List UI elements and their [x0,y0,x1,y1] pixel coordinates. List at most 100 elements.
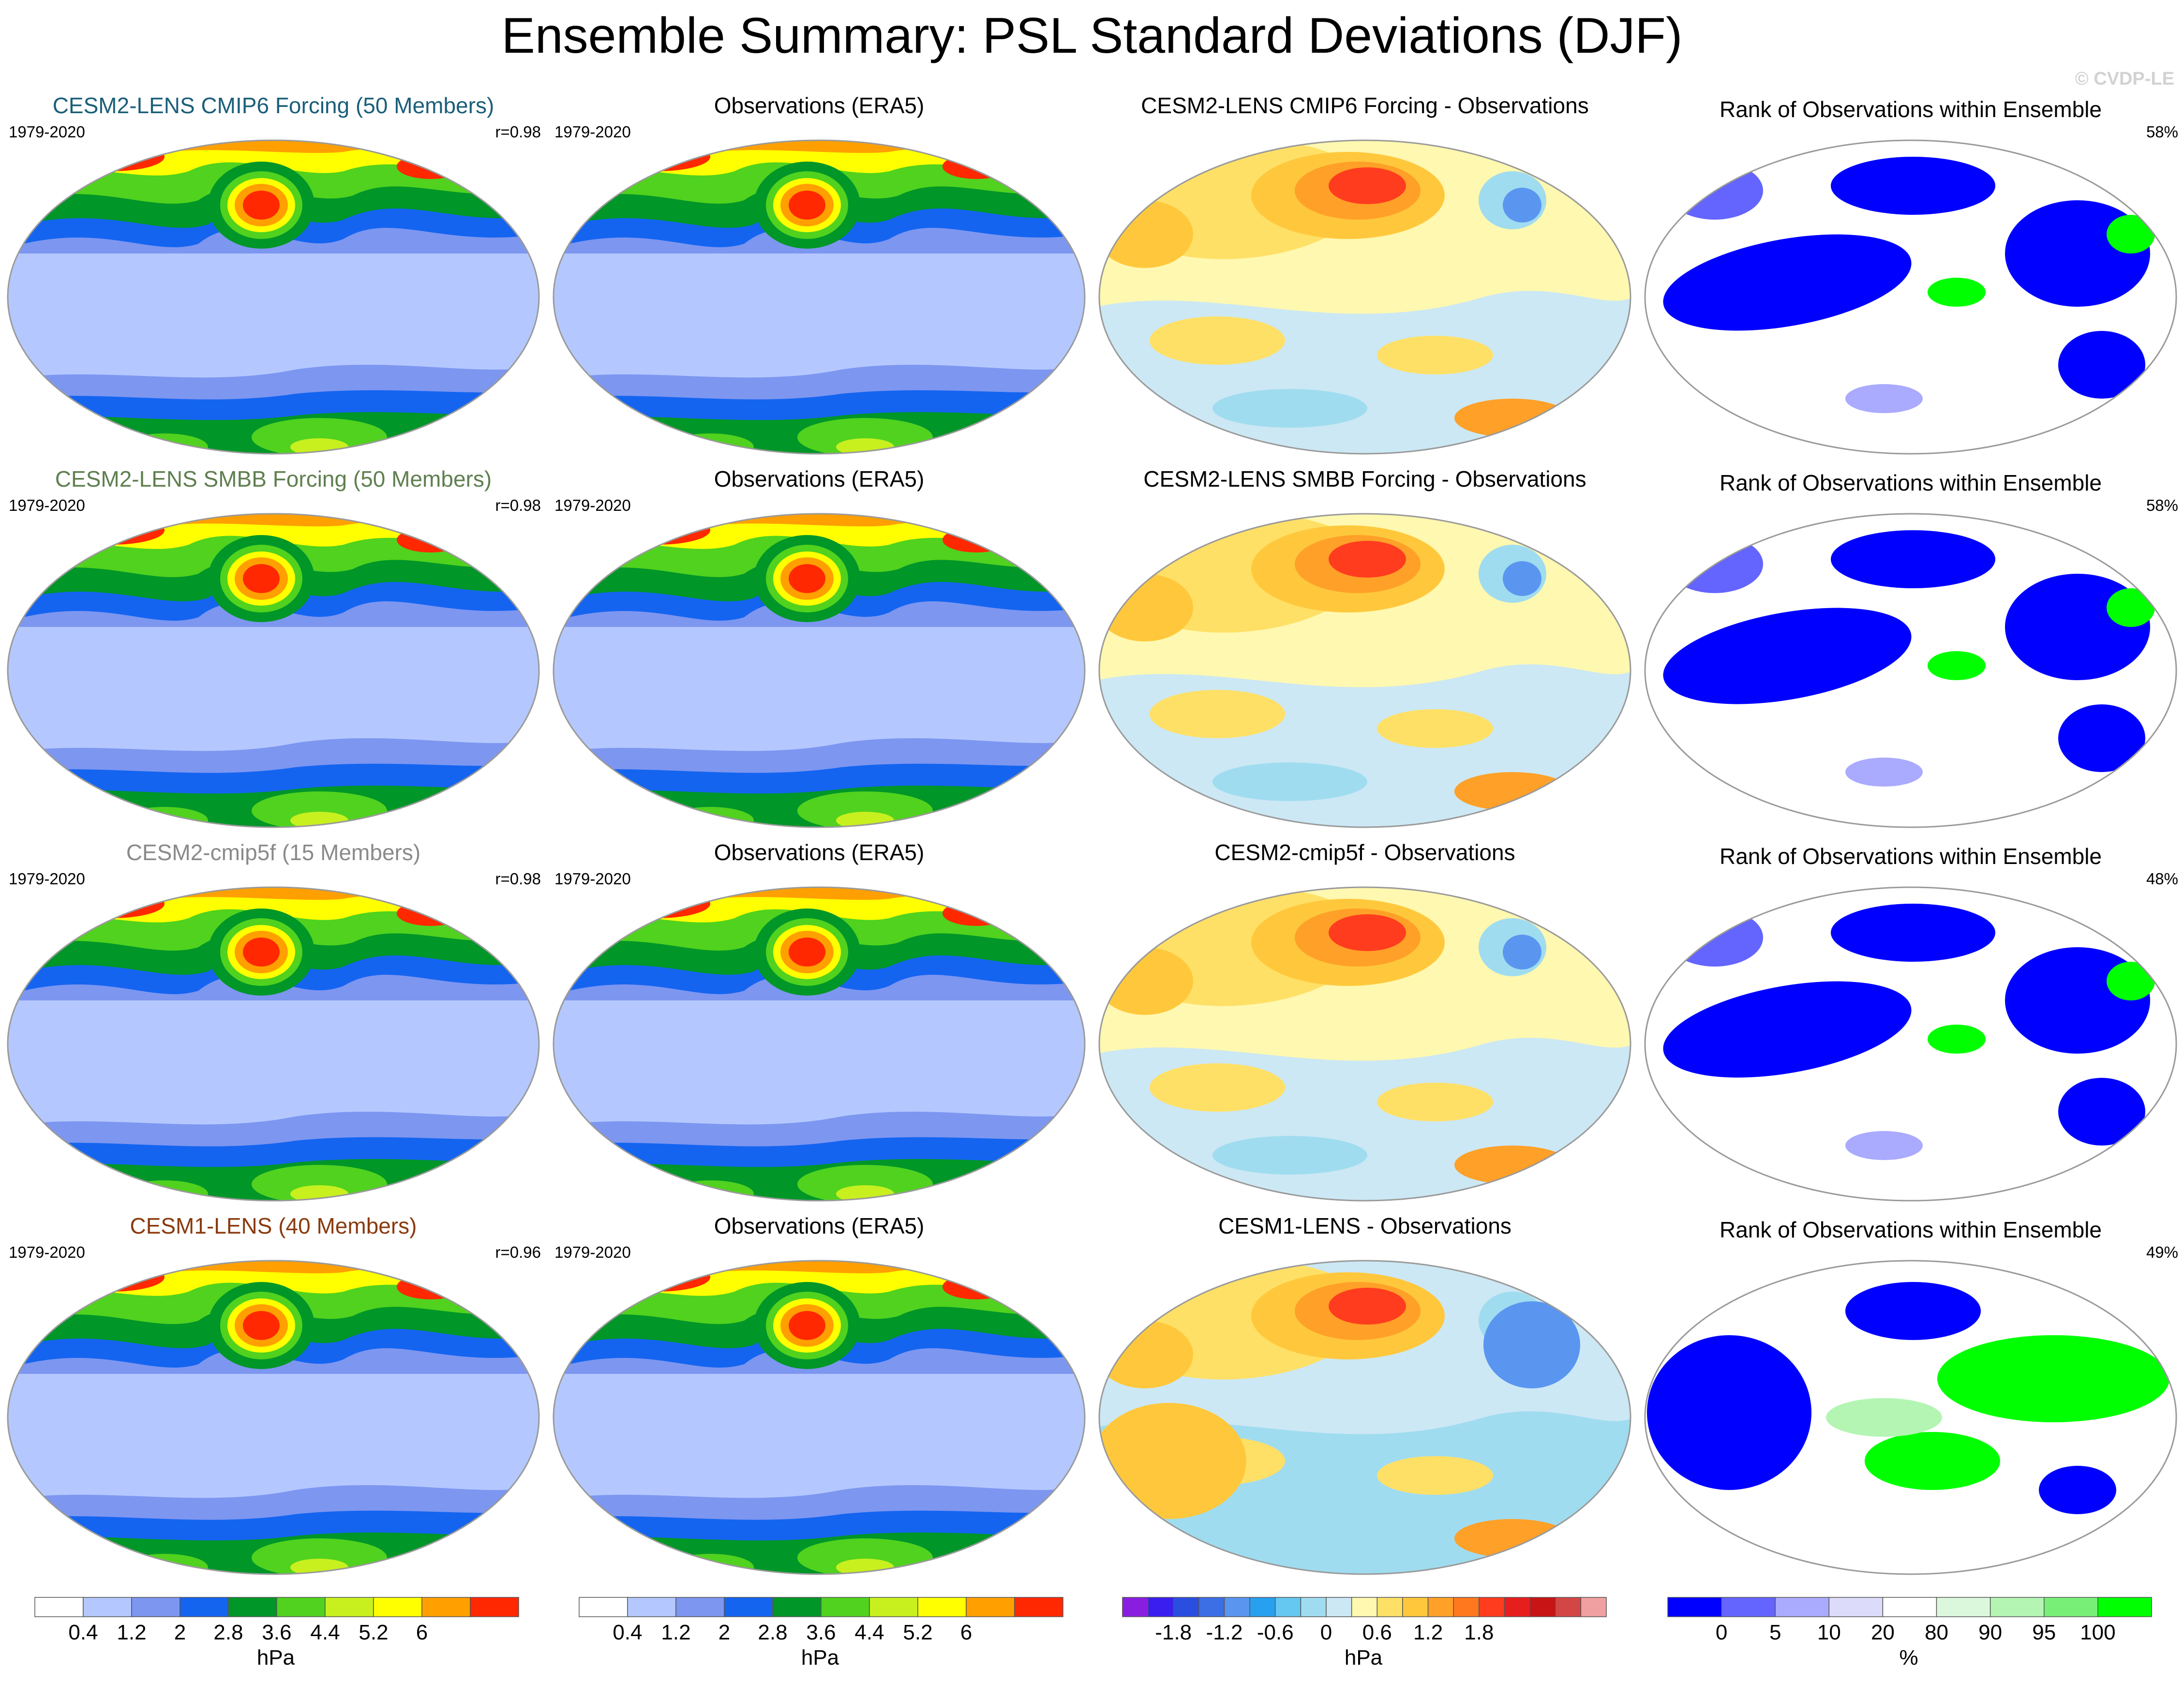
colorbar-tick-label: 5.2 [359,1621,389,1644]
colorbar-tick-label: 4.4 [854,1621,884,1644]
colorbar-swatch [869,1597,918,1617]
colorbar-swatch [1580,1597,1607,1617]
correlation-label: r=0.98 [495,496,541,514]
obs-map [551,884,1088,1206]
panel-title: Rank of Observations within Ensemble [1719,470,2102,495]
colorbar-tick-label: 20 [1870,1621,1895,1644]
panel-title: CESM2-LENS SMBB Forcing (50 Members) [55,466,492,491]
colorbar-swatch [1721,1597,1776,1617]
panel-obs-row4: Observations (ERA5) 1979-2020 [546,1212,1092,1585]
panel-title: Rank of Observations within Ensemble [1719,844,2102,869]
colorbar-swatch [1453,1597,1480,1617]
colorbar-std: 0.4 1.2 2 2.8 3.6 4.4 5.2 6 hPa [34,1596,537,1669]
colorbar-tick-label: 5 [1769,1621,1781,1644]
period-label: 1979-2020 [554,1243,631,1261]
colorbar-tick-label: 5.2 [903,1621,933,1644]
colorbar-swatch [1300,1597,1327,1617]
colorbar-tick-label: 1.2 [661,1621,691,1644]
panel-rank-row4: Rank of Observations within Ensemble 49% [1637,1212,2184,1585]
colorbar-swatch [1529,1597,1556,1617]
panel-title: Observations (ERA5) [714,466,925,491]
colorbar-tick-label: 0.4 [613,1621,643,1644]
colorbar-std-obs: 0.4 1.2 2 2.8 3.6 4.4 5.2 6 hPa [578,1596,1081,1669]
rank-map [1642,884,2179,1206]
colorbar-swatch [1122,1597,1149,1617]
colorbar-rank: 0 5 10 20 80 90 95 100% [1667,1596,2170,1669]
colorbar-tick-label: 1.8 [1464,1621,1494,1644]
colorbar-tick-label: -1.2 [1206,1621,1243,1644]
colorbar-tick-label: 80 [1925,1621,1949,1644]
colorbar-swatch [1990,1597,2045,1617]
panel-title: Observations (ERA5) [714,93,925,118]
colorbar-swatch [966,1597,1015,1617]
colorbar-swatch [228,1597,277,1617]
rank-map [1642,1258,2179,1579]
panel-model-row3: CESM2-cmip5f (15 Members) 1979-2020 r=0.98 [0,839,547,1211]
colorbar-tick-label: 0 [1715,1621,1728,1644]
panel-rank-row3: Rank of Observations within Ensemble 48% [1637,839,2184,1211]
colorbar-diff: -1.8 -1.2 -0.6 0 0.6 1.2 1.8 hPa [1122,1596,1625,1669]
colorbar-swatch [325,1597,374,1617]
colorbar-swatch [821,1597,870,1617]
colorbar-swatch [276,1597,326,1617]
colorbar-tick-label: 1.2 [117,1621,147,1644]
colorbar-swatch [1198,1597,1225,1617]
rank-percent-label: 49% [2146,1243,2178,1261]
panel-rank-row2: Rank of Observations within Ensemble 58% [1637,465,2184,838]
colorbar-swatch [421,1597,471,1617]
rank-map [1642,511,2179,833]
colorbar-swatch [1667,1597,1722,1617]
panel-diff-row3: CESM2-cmip5f - Observations [1092,839,1638,1211]
colorbar-tick-label: 3.6 [262,1621,292,1644]
colorbar-swatch [1828,1597,1884,1617]
colorbar-swatch [917,1597,967,1617]
colorbar-unit-label: hPa [801,1646,839,1669]
colorbar-swatch [1147,1597,1174,1617]
colorbar-swatch [34,1597,84,1617]
diff-map [1096,1258,1633,1579]
panel-obs-row2: Observations (ERA5) 1979-2020 [546,465,1092,838]
colorbar-tick-label: 6 [416,1621,428,1644]
panel-title: Observations (ERA5) [714,840,925,865]
colorbar-swatch [131,1597,180,1617]
panel-title: Rank of Observations within Ensemble [1719,1217,2102,1242]
panel-obs-row3: Observations (ERA5) 1979-2020 [546,839,1092,1211]
diff-map [1096,511,1633,833]
colorbar-tick-label: -0.6 [1257,1621,1294,1644]
rank-map [1642,137,2179,459]
model-map [5,511,542,833]
colorbar-swatch [1351,1597,1378,1617]
colorbar-tick-label: -1.8 [1155,1621,1192,1644]
colorbar-swatch [675,1597,725,1617]
panel-title: CESM1-LENS (40 Members) [130,1213,417,1238]
colorbar-swatch [1936,1597,1991,1617]
colorbar-tick-label: 0.4 [68,1621,98,1644]
colorbar-tick-label: 1.2 [1413,1621,1443,1644]
rank-percent-label: 58% [2146,123,2178,141]
colorbar-swatch [724,1597,773,1617]
rank-percent-label: 58% [2146,496,2178,514]
colorbar-swatch [1479,1597,1505,1617]
colorbar-tick-label: 0.6 [1362,1621,1392,1644]
colorbar-tick-label: 2 [718,1621,731,1644]
panel-model-row2: CESM2-LENS SMBB Forcing (50 Members) 1979… [0,465,547,838]
colorbar-swatch [1504,1597,1530,1617]
colorbar-swatch [180,1597,229,1617]
colorbar-swatch [1326,1597,1352,1617]
period-label: 1979-2020 [9,496,85,514]
model-map [5,884,542,1206]
panel-title: CESM1-LENS - Observations [1218,1213,1511,1238]
correlation-label: r=0.96 [495,1243,541,1261]
colorbar-tick-label: 10 [1817,1621,1841,1644]
colorbar-swatch [1775,1597,1830,1617]
obs-map [551,1258,1088,1579]
panel-diff-row2: CESM2-LENS SMBB Forcing - Observations [1092,465,1638,838]
diff-map [1096,884,1633,1206]
panel-diff-row4: CESM1-LENS - Observations [1092,1212,1638,1585]
colorbar-tick-label: 6 [960,1621,972,1644]
colorbar-unit-label: hPa [256,1646,295,1669]
panel-title: CESM2-cmip5f - Observations [1214,840,1515,865]
colorbar-swatch [1427,1597,1454,1617]
panel-title: CESM2-LENS CMIP6 Forcing - Observations [1141,93,1589,118]
panel-model-row4: CESM1-LENS (40 Members) 1979-2020 r=0.96 [0,1212,547,1585]
